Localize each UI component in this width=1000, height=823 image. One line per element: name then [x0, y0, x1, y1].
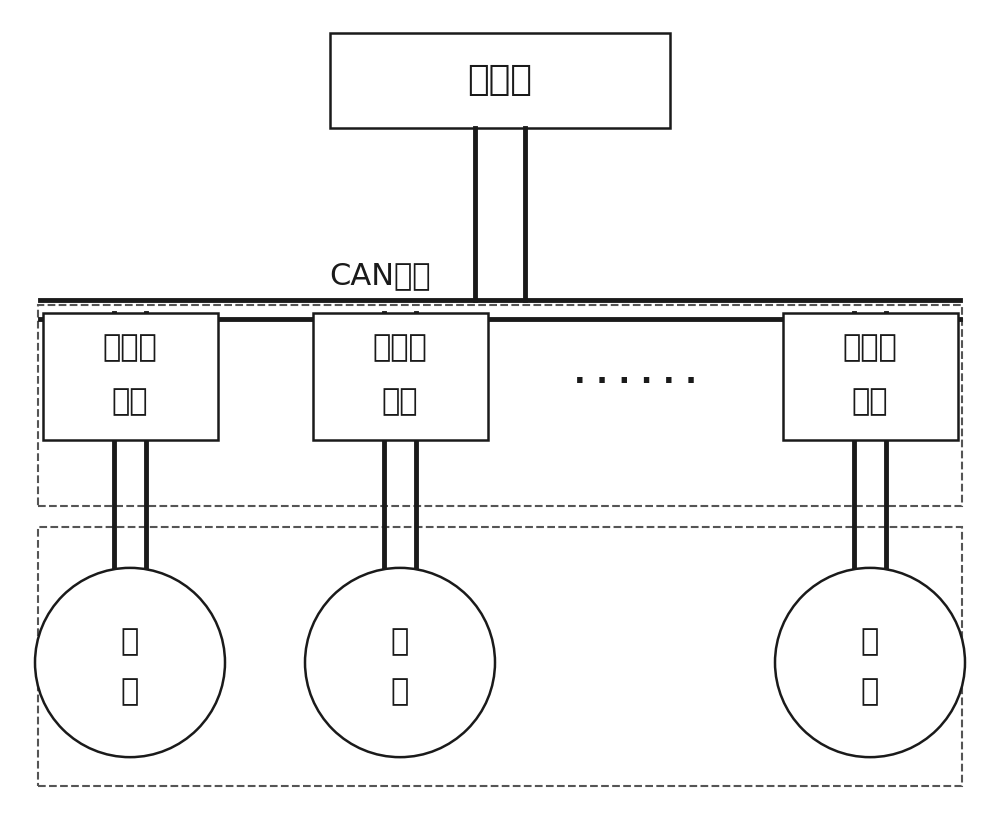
Bar — [38, 305, 962, 506]
Text: 机: 机 — [391, 677, 409, 706]
Text: 机: 机 — [861, 677, 879, 706]
Bar — [38, 527, 962, 786]
Text: 制器: 制器 — [382, 387, 418, 416]
Ellipse shape — [35, 568, 225, 757]
Text: 机: 机 — [121, 677, 139, 706]
Text: 工控机: 工控机 — [468, 63, 532, 97]
Bar — [782, 313, 958, 440]
Text: 电: 电 — [861, 627, 879, 657]
Bar — [312, 313, 488, 440]
Bar — [43, 313, 218, 440]
Text: CAN总线: CAN总线 — [329, 261, 431, 291]
Text: 制器: 制器 — [852, 387, 888, 416]
Text: 运动控: 运动控 — [843, 333, 897, 362]
Text: 电: 电 — [121, 627, 139, 657]
Text: . . . . . .: . . . . . . — [574, 360, 696, 389]
Text: 运动控: 运动控 — [103, 333, 157, 362]
Bar — [330, 33, 670, 128]
Ellipse shape — [775, 568, 965, 757]
Text: 电: 电 — [391, 627, 409, 657]
Ellipse shape — [305, 568, 495, 757]
Text: 运动控: 运动控 — [373, 333, 427, 362]
Text: 制器: 制器 — [112, 387, 148, 416]
